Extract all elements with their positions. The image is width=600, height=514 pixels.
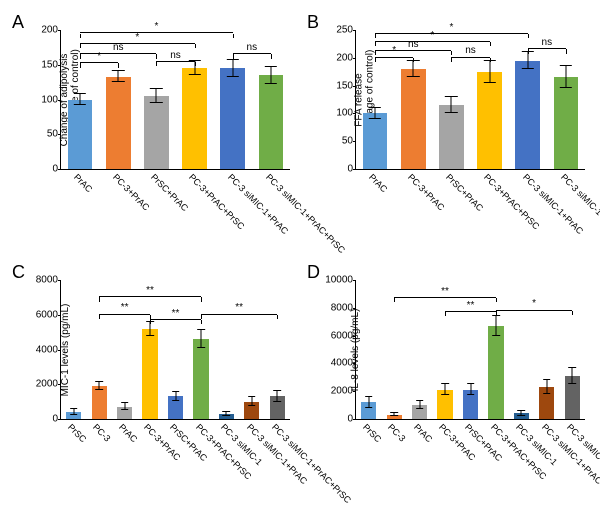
significance-bar [80,53,156,54]
significance-label: ** [441,286,449,297]
x-tick-label: PrSC+PrAC [444,172,485,213]
significance-bar [80,32,233,33]
bar [193,339,208,419]
bar [220,68,245,169]
x-tick-label: PrAC [72,172,94,194]
significance-bar [496,310,572,311]
significance-label: * [449,22,453,33]
x-tick-label: PrSC [361,422,383,444]
significance-label: * [430,30,434,41]
x-tick-label: PC-3 [91,422,113,444]
x-tick-label: PC-3+PrAC [405,172,445,212]
bar [515,61,540,169]
plot-area: 0200040006000800010000IL-8 levels (pg/mL… [355,280,585,420]
significance-label: ** [235,302,243,313]
ytick: 10000 [325,275,356,286]
panel-label: D [307,262,320,283]
plot-area: 02000400060008000MIC-1 levels (pg/mL)***… [60,280,290,420]
x-axis: PrACPC-3+PrACPrSC+PrACPC-3+PrAC+PrSCPC-3… [60,170,290,250]
significance-bar [99,314,150,315]
significance-bar [233,53,271,54]
significance-bar [80,43,195,44]
chart: 02000400060008000MIC-1 levels (pg/mL)***… [60,280,290,420]
bar [439,105,464,169]
significance-label: * [154,21,158,32]
significance-label: ** [146,285,154,296]
x-axis: PrSCPC-3PrACPC-3+PrACPrSC+PrACPC-3+PrAC+… [355,420,585,500]
chart: 0200040006000800010000IL-8 levels (pg/mL… [355,280,585,420]
x-axis: PrSCPC-3PrACPC-3+PrACPrSC+PrACPC-3+PrAC+… [60,420,290,500]
bar [92,386,107,419]
plot-area: 050100150200250FFA release (percentage o… [355,30,585,170]
bar [144,96,169,169]
x-tick-label: PrSC+PrAC [149,172,190,213]
x-tick-label: PrAC [117,422,139,444]
plot-area: 050100150200Change of adipolysis (Percen… [60,30,290,170]
significance-bar [375,33,528,34]
panel-B: B 050100150200250FFA release (percentage … [305,10,590,250]
chart: 050100150200250FFA release (percentage o… [355,30,585,170]
panel-label: A [12,12,24,33]
significance-bar [528,48,566,49]
panel-label: B [307,12,319,33]
y-axis-label: IL-8 levels (pg/mL) [350,308,361,391]
x-tick-label: PrAC [412,422,434,444]
x-tick-label: PC-3+PrAC [110,172,150,212]
panel-label: C [12,262,25,283]
significance-label: ** [172,308,180,319]
panel-C: C02000400060008000MIC-1 levels (pg/mL)**… [10,260,295,500]
panel-A: A 050100150200Change of adipolysis (Perce… [10,10,295,250]
bar [106,77,131,169]
bar [182,68,207,169]
significance-label: ns [170,50,181,61]
bar [554,77,579,169]
significance-label: ns [247,42,258,53]
bar [363,113,388,169]
significance-label: ** [121,302,129,313]
significance-bar [156,61,194,62]
bar [259,75,284,169]
bar [477,72,502,169]
significance-bar [375,50,451,51]
bar [68,100,93,170]
bar [401,69,426,169]
significance-bar [394,297,496,298]
chart: 050100150200Change of adipolysis (Percen… [60,30,290,170]
panel-D: D 0200040006000800010000IL-8 levels (pg/m… [305,260,590,500]
x-axis: PrACPC-3+PrACPrSC+PrACPC-3+PrAC+PrSCPC-3… [355,170,585,250]
significance-label: ns [542,37,553,48]
x-tick-label: PC-3 [386,422,408,444]
significance-label: ns [465,45,476,56]
x-tick-label: PrSC [66,422,88,444]
significance-bar [451,57,489,58]
x-tick-label: PrAC [367,172,389,194]
significance-label: ** [467,300,475,311]
bar [142,329,157,419]
significance-label: * [532,298,536,309]
significance-bar [201,314,277,315]
significance-bar [80,62,118,63]
bar [488,326,503,419]
significance-bar [445,311,496,312]
significance-bar [150,319,201,320]
y-axis-label: MIC-1 levels (pg/mL) [60,303,71,396]
significance-bar [375,41,490,42]
significance-bar [375,57,413,58]
significance-bar [99,296,201,297]
